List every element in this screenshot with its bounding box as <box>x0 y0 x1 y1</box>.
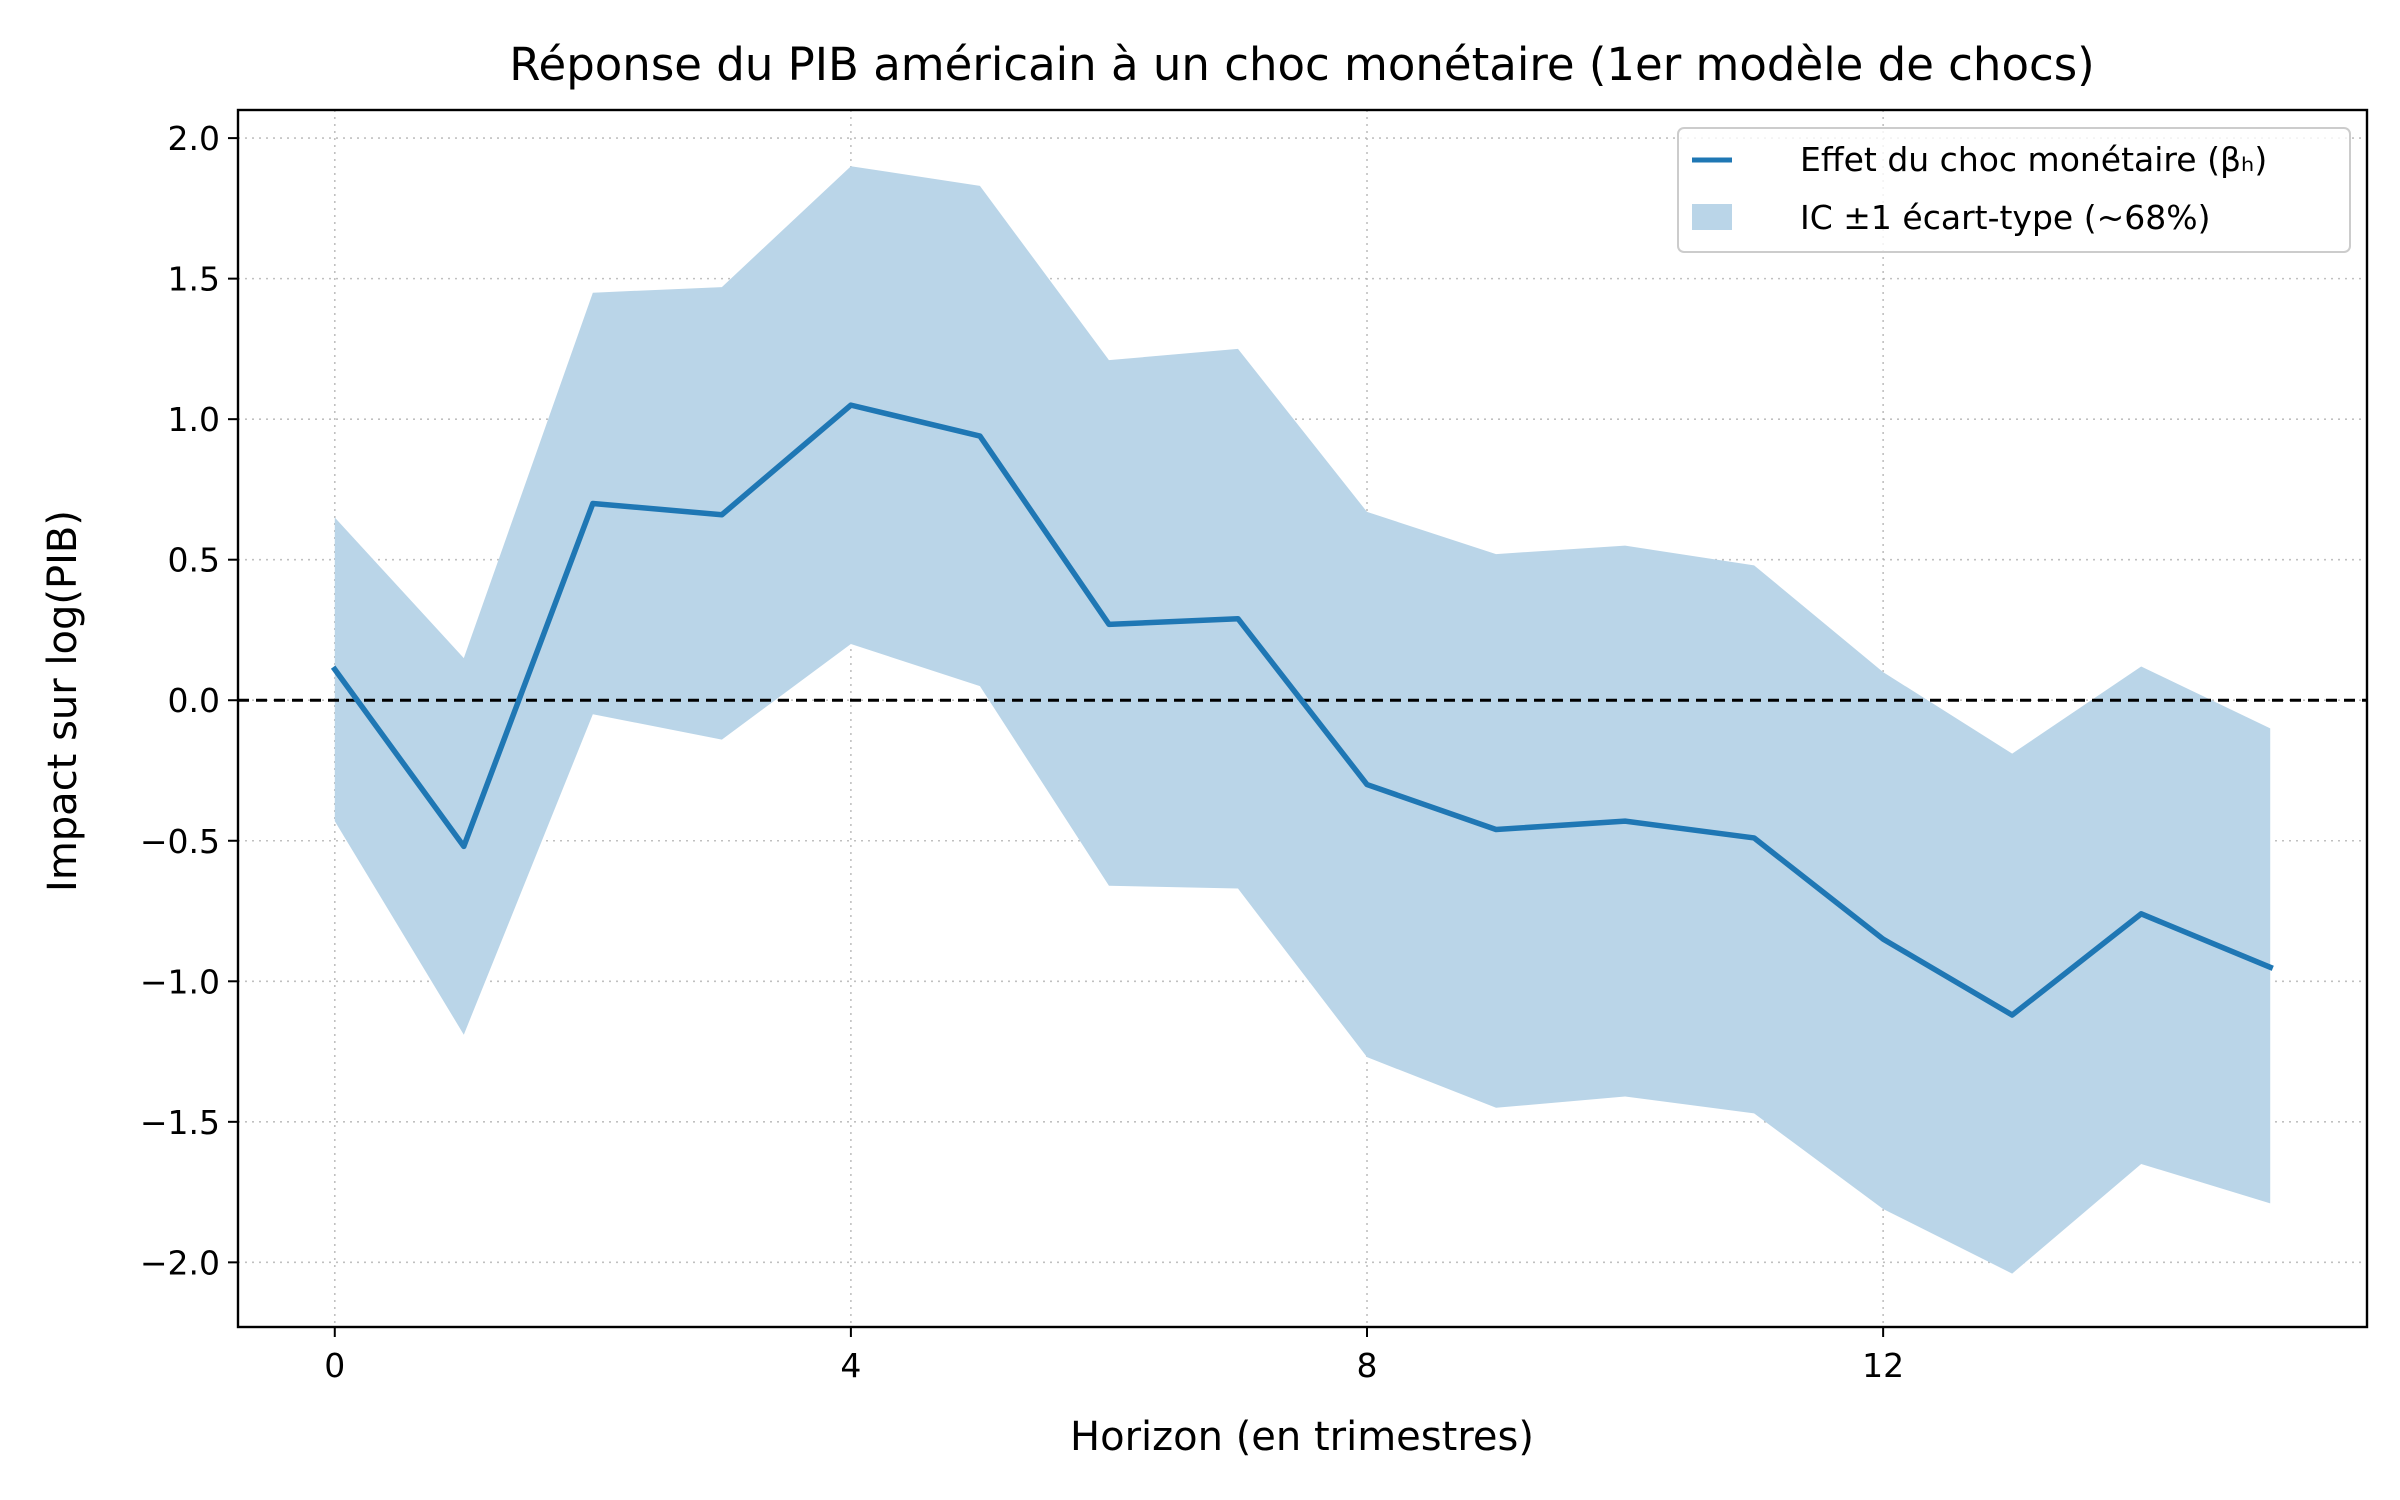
legend-label-band: IC ±1 écart-type (~68%) <box>1800 198 2210 237</box>
legend: Effet du choc monétaire (βₕ) IC ±1 écart… <box>1677 127 2351 253</box>
y-tick-label: 0.5 <box>168 541 220 580</box>
legend-box <box>1677 127 2351 253</box>
confidence-band-layer <box>334 166 2271 1274</box>
y-tick-label: −1.5 <box>140 1103 220 1142</box>
series-line <box>330 402 2274 1018</box>
x-axis-title: Horizon (en trimestres) <box>1070 1414 1534 1460</box>
y-axis-ticks: 2.0 1.5 1.0 0.5 0.0 −0.5 −1.0 −1.5 −2.0 <box>140 119 238 1282</box>
y-axis-title: Impact sur log(PIB) <box>40 510 86 892</box>
confidence-band <box>334 166 2271 1274</box>
x-tick-label: 8 <box>1357 1346 1378 1385</box>
series-line-layer <box>330 402 2274 1018</box>
plot-area-frame <box>236 108 2369 1329</box>
x-axis-ticks: 0 4 8 12 <box>324 1327 1904 1385</box>
y-tick-label: −0.5 <box>140 822 220 861</box>
y-tick-label: −1.0 <box>140 962 220 1001</box>
x-tick-label: 4 <box>840 1346 861 1385</box>
y-tick-label: 0.0 <box>168 681 220 720</box>
x-tick-label: 12 <box>1862 1346 1904 1385</box>
y-tick-label: 1.0 <box>168 400 220 439</box>
x-tick-label: 0 <box>324 1346 345 1385</box>
chart-title: Réponse du PIB américain à un choc monét… <box>509 38 2094 91</box>
y-tick-label: −2.0 <box>140 1243 220 1282</box>
y-tick-label: 2.0 <box>168 119 220 158</box>
legend-label-line: Effet du choc monétaire (βₕ) <box>1800 140 2267 179</box>
y-tick-label: 1.5 <box>168 260 220 299</box>
legend-band-swatch <box>1692 204 1732 230</box>
